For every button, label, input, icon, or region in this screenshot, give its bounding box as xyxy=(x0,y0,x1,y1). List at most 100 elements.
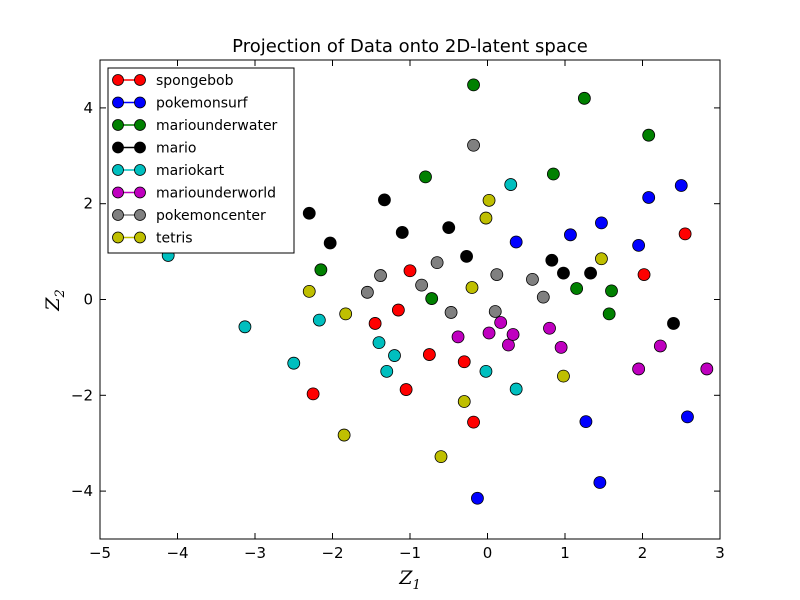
y-tick-label: −2 xyxy=(71,386,93,404)
point-pokemonsurf-5 xyxy=(642,191,656,204)
point-pokemoncenter-8 xyxy=(526,272,539,286)
legend-marker xyxy=(134,141,146,154)
point-pokemoncenter-3 xyxy=(430,256,444,270)
y-tick-label: 2 xyxy=(83,195,93,213)
point-mariokart-7 xyxy=(479,364,493,378)
point-tetris-6 xyxy=(479,211,493,225)
point-tetris-7 xyxy=(482,193,496,207)
point-mariokart-9 xyxy=(504,178,518,191)
point-pokemoncenter-2 xyxy=(415,278,429,292)
y-axis-label: Z2 xyxy=(42,289,68,311)
point-mario-8 xyxy=(584,266,597,280)
y-axis-label-sub: 2 xyxy=(53,289,68,298)
point-mariounderwater-2 xyxy=(419,170,432,184)
point-mariounderwater-8 xyxy=(605,284,618,298)
point-pokemoncenter-4 xyxy=(444,306,458,319)
legend-label: mario xyxy=(156,141,196,157)
point-tetris-8 xyxy=(557,369,570,383)
point-spongebob-0 xyxy=(306,387,320,401)
legend-label: spongebob xyxy=(156,73,234,89)
point-pokemonsurf-8 xyxy=(681,410,694,424)
point-tetris-9 xyxy=(595,252,608,266)
x-tick-label: 1 xyxy=(560,544,570,562)
point-pokemoncenter-5 xyxy=(467,138,480,152)
x-tick-label: −3 xyxy=(244,544,266,562)
legend-marker xyxy=(112,141,124,154)
x-tick-label: −2 xyxy=(321,544,343,562)
legend-item-mariounderwater: mariounderwater xyxy=(112,118,278,134)
point-mariounderworld-5 xyxy=(543,321,556,335)
data-points xyxy=(161,78,714,505)
legend-marker xyxy=(112,119,124,131)
legend-marker xyxy=(112,164,124,176)
point-pokemoncenter-0 xyxy=(360,285,374,299)
legend-label: mariounderworld xyxy=(156,186,276,202)
point-spongebob-8 xyxy=(637,268,651,281)
legend-label: pokemonsurf xyxy=(156,96,249,112)
point-tetris-4 xyxy=(457,395,471,408)
y-tick-label: 0 xyxy=(83,291,93,309)
legend-marker xyxy=(112,96,124,109)
y-tick-label: 4 xyxy=(83,99,93,117)
legend-marker xyxy=(134,96,146,109)
point-mariokart-2 xyxy=(287,356,301,370)
point-mariounderworld-9 xyxy=(700,362,714,376)
point-spongebob-3 xyxy=(391,303,405,317)
point-pokemonsurf-4 xyxy=(632,238,646,252)
point-mariounderwater-3 xyxy=(425,292,439,305)
y-axis-label-main: Z xyxy=(42,297,64,312)
point-mario-3 xyxy=(395,226,409,239)
point-mariokart-1 xyxy=(238,320,252,334)
point-pokemoncenter-7 xyxy=(490,268,504,281)
point-mariounderwater-7 xyxy=(570,282,584,295)
point-mariounderworld-7 xyxy=(632,362,646,376)
x-tick-label: 3 xyxy=(715,544,725,562)
point-spongebob-6 xyxy=(457,355,471,369)
legend-marker xyxy=(112,186,124,199)
legend-item-pokemonsurf: pokemonsurf xyxy=(112,96,249,112)
point-mariokart-8 xyxy=(509,382,523,396)
x-tick-label: −5 xyxy=(89,544,111,562)
point-mariounderwater-0 xyxy=(314,263,328,277)
point-mario-6 xyxy=(545,253,559,267)
point-mariounderwater-4 xyxy=(546,167,560,181)
legend-marker xyxy=(134,186,146,199)
legend-label: mariounderwater xyxy=(156,118,278,134)
point-mariokart-3 xyxy=(312,313,326,327)
point-mario-2 xyxy=(378,193,391,207)
x-axis-label-main: Z xyxy=(398,567,413,589)
point-pokemonsurf-9 xyxy=(593,476,607,489)
point-spongebob-1 xyxy=(403,264,417,278)
point-pokemoncenter-6 xyxy=(488,305,502,318)
point-mariounderwater-6 xyxy=(642,128,656,142)
point-mariounderworld-0 xyxy=(451,330,465,344)
point-spongebob-2 xyxy=(368,317,382,330)
legend-marker xyxy=(112,74,124,86)
legend-label: pokemoncenter xyxy=(156,208,266,224)
point-mariounderworld-3 xyxy=(502,338,515,352)
point-tetris-2 xyxy=(337,428,351,442)
point-pokemonsurf-0 xyxy=(471,491,484,505)
legend-marker xyxy=(134,74,146,86)
axis-ticks: −5 −4 −3 −2 −1 0 1 2 3 −4 −2 0 2 4 xyxy=(71,60,725,562)
y-tick-label: −4 xyxy=(71,482,93,500)
point-mario-1 xyxy=(323,236,337,250)
point-mario-7 xyxy=(557,266,570,280)
point-pokemonsurf-6 xyxy=(674,179,688,192)
point-mariounderworld-2 xyxy=(494,316,508,329)
point-pokemoncenter-9 xyxy=(536,290,550,304)
legend-label: tetris xyxy=(156,231,193,247)
point-mario-0 xyxy=(302,206,316,220)
x-tick-label: −4 xyxy=(166,544,188,562)
legend-item-mariounderworld: mariounderworld xyxy=(112,186,276,202)
point-mario-4 xyxy=(442,221,456,235)
point-pokemonsurf-2 xyxy=(564,228,577,242)
point-pokemonsurf-1 xyxy=(509,235,523,249)
point-tetris-1 xyxy=(339,307,353,321)
point-pokemonsurf-7 xyxy=(579,415,593,429)
point-spongebob-7 xyxy=(467,415,480,429)
point-tetris-0 xyxy=(302,284,316,298)
legend-item-tetris: tetris xyxy=(112,231,193,247)
legend-marker xyxy=(134,119,146,131)
